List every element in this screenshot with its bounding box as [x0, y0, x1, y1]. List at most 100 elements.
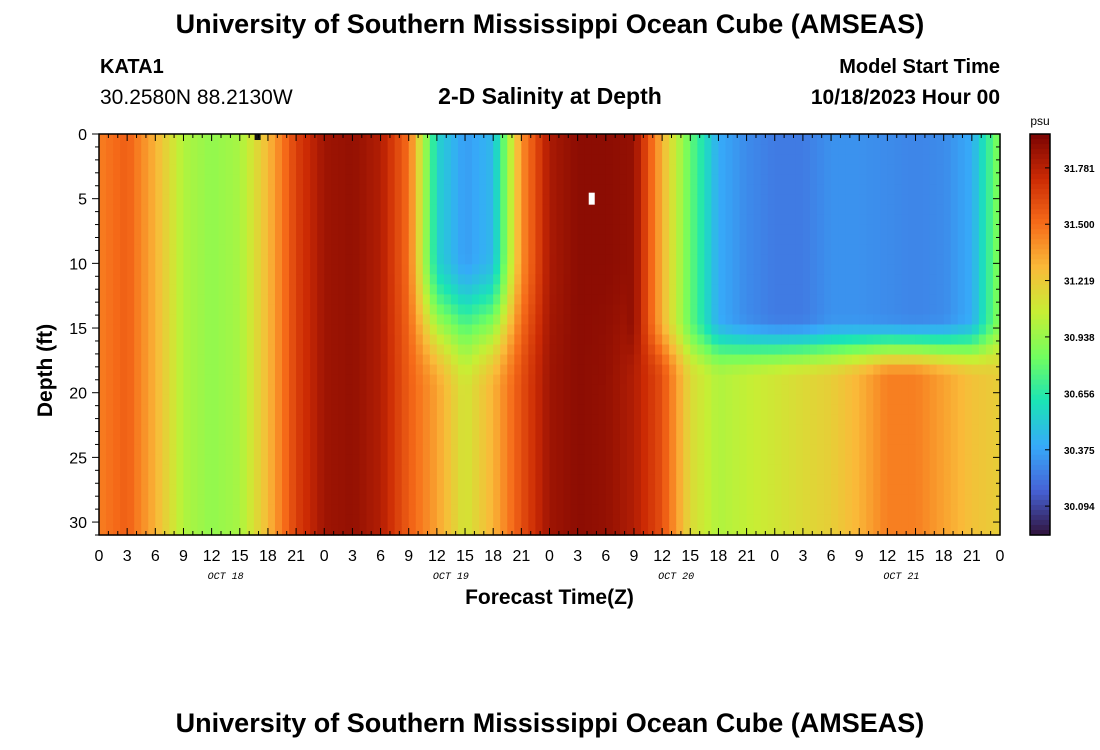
heatmap-cell	[310, 504, 318, 516]
heatmap-cell	[781, 274, 790, 285]
heatmap-cell	[113, 264, 121, 275]
heatmap-cell	[225, 454, 234, 466]
heatmap-cell	[479, 174, 487, 185]
heatmap-cell	[901, 334, 910, 346]
heatmap-cell	[253, 184, 262, 195]
heatmap-cell	[267, 504, 276, 516]
heatmap-cell	[338, 524, 346, 536]
heatmap-cell	[120, 464, 128, 476]
heatmap-cell	[957, 374, 966, 386]
heatmap-cell	[732, 514, 741, 526]
heatmap-cell	[120, 314, 128, 326]
heatmap-cell	[880, 244, 888, 255]
heatmap-cell	[866, 514, 874, 526]
heatmap-cell	[936, 254, 945, 265]
heatmap-cell	[831, 264, 839, 275]
heatmap-cell	[493, 504, 501, 516]
heatmap-cell	[901, 294, 910, 306]
heatmap-cell	[345, 174, 354, 185]
heatmap-cell	[936, 234, 945, 245]
heatmap-cell	[507, 504, 515, 516]
heatmap-cell	[274, 384, 283, 396]
heatmap-cell	[683, 134, 691, 145]
heatmap-cell	[232, 164, 241, 175]
heatmap-cell	[648, 214, 656, 225]
heatmap-cell	[465, 234, 473, 245]
heatmap-cell	[648, 364, 656, 376]
heatmap-cell	[774, 394, 783, 406]
heatmap-cell	[352, 194, 361, 205]
heatmap-cell	[542, 504, 551, 516]
heatmap-cell	[950, 364, 959, 376]
heatmap-cell	[591, 214, 600, 225]
heatmap-cell	[697, 424, 705, 436]
heatmap-cell	[943, 454, 952, 466]
heatmap-cell	[380, 444, 389, 456]
heatmap-cell	[211, 174, 220, 185]
heatmap-cell	[887, 154, 896, 165]
heatmap-cell	[725, 214, 734, 225]
heatmap-cell	[584, 174, 593, 185]
heatmap-cell	[542, 364, 551, 376]
heatmap-cell	[711, 384, 720, 396]
heatmap-cell	[239, 264, 248, 275]
heatmap-cell	[436, 424, 445, 436]
heatmap-cell	[880, 334, 888, 346]
heatmap-cell	[584, 354, 593, 366]
heatmap-cell	[950, 194, 959, 205]
heatmap-cell	[282, 164, 290, 175]
heatmap-cell	[781, 414, 790, 426]
heatmap-cell	[310, 424, 318, 436]
heatmap-cell	[401, 294, 410, 306]
heatmap-cell	[415, 344, 424, 356]
heatmap-cell	[465, 384, 473, 396]
heatmap-cell	[436, 344, 445, 356]
heatmap-cell	[127, 304, 135, 316]
heatmap-cell	[373, 304, 382, 316]
heatmap-cell	[204, 434, 213, 446]
heatmap-cell	[225, 354, 234, 366]
heatmap-cell	[359, 394, 368, 406]
heatmap-cell	[443, 174, 452, 185]
heatmap-cell	[570, 294, 579, 306]
heatmap-cell	[394, 424, 403, 436]
heatmap-cell	[584, 204, 593, 215]
heatmap-cell	[732, 314, 741, 326]
heatmap-cell	[415, 434, 424, 446]
heatmap-cell	[662, 464, 670, 476]
heatmap-cell	[155, 334, 163, 346]
heatmap-cell	[648, 434, 656, 446]
heatmap-cell	[162, 194, 170, 205]
heatmap-cell	[873, 404, 881, 416]
heatmap-cell	[436, 304, 445, 316]
heatmap-cell	[781, 404, 790, 416]
heatmap-cell	[415, 464, 424, 476]
heatmap-cell	[563, 464, 572, 476]
heatmap-cell	[450, 134, 459, 145]
heatmap-cell	[521, 524, 529, 536]
heatmap-cell	[901, 354, 910, 366]
heatmap-cell	[612, 244, 621, 255]
heatmap-cell	[732, 254, 741, 265]
heatmap-cell	[479, 334, 487, 346]
heatmap-cell	[472, 524, 480, 536]
heatmap-cell	[260, 264, 269, 275]
heatmap-cell	[429, 224, 438, 235]
heatmap-cell	[457, 294, 466, 306]
heatmap-cell	[99, 334, 107, 346]
heatmap-cell	[598, 384, 607, 396]
heatmap-cell	[289, 414, 297, 426]
heatmap-cell	[908, 404, 917, 416]
heatmap-cell	[528, 184, 537, 195]
heatmap-cell	[795, 304, 804, 316]
heatmap-cell	[500, 134, 508, 145]
heatmap-cell	[155, 154, 163, 165]
heatmap-cell	[852, 434, 860, 446]
heatmap-cell	[641, 394, 649, 406]
heatmap-cell	[443, 164, 452, 175]
heatmap-cell	[239, 384, 248, 396]
heatmap-cell	[563, 294, 572, 306]
heatmap-cell	[816, 154, 825, 165]
heatmap-cell	[676, 304, 684, 316]
heatmap-cell	[570, 174, 579, 185]
